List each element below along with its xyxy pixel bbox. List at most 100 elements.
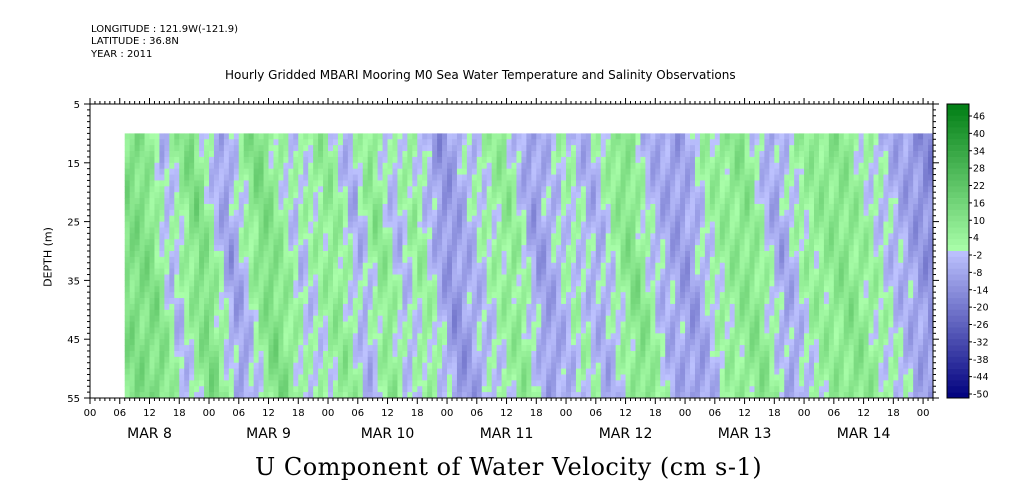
heatmap-cell [144, 239, 150, 246]
heatmap-cell [610, 309, 617, 317]
heatmap-cell [595, 327, 602, 334]
heatmap-cell [412, 362, 418, 369]
heatmap-cell [144, 262, 150, 270]
heatmap-cell [521, 339, 527, 346]
heatmap-cell [228, 303, 235, 311]
heatmap-cell [243, 168, 250, 175]
heatmap-cell [580, 192, 587, 199]
heatmap-cell [491, 339, 498, 346]
heatmap-cell [288, 345, 294, 352]
heatmap-cell [337, 327, 344, 334]
heatmap-cell [402, 139, 408, 146]
heatmap-cell [233, 168, 240, 175]
heatmap-cell [620, 362, 626, 369]
heatmap-cell [258, 227, 264, 234]
heatmap-cell [169, 215, 175, 222]
heatmap-cell [303, 286, 309, 293]
heatmap-cell [347, 262, 354, 270]
heatmap-cell [258, 139, 264, 146]
heatmap-cell [263, 339, 269, 346]
heatmap-cell [204, 203, 210, 211]
heatmap-cell [551, 350, 557, 358]
heatmap-cell [432, 386, 438, 393]
heatmap-cell [655, 239, 661, 246]
heatmap-cell [432, 168, 438, 175]
heatmap-cell [387, 268, 393, 275]
heatmap-cell [144, 215, 150, 222]
heatmap-cell [362, 350, 369, 358]
heatmap-cell [347, 251, 354, 258]
heatmap-cell [650, 256, 656, 264]
heatmap-cell [283, 203, 289, 211]
heatmap-cell [566, 251, 572, 258]
heatmap-cell [124, 239, 131, 246]
heatmap-cell [432, 333, 438, 340]
heatmap-cell [318, 156, 324, 164]
heatmap-cell [412, 251, 418, 258]
heatmap-cell [650, 192, 656, 199]
heatmap-cell [481, 239, 488, 246]
heatmap-cell [362, 203, 369, 211]
heatmap-cell [461, 139, 468, 146]
heatmap-cell [308, 368, 314, 375]
heatmap-cell [293, 221, 299, 228]
heatmap-cell [204, 245, 210, 252]
heatmap-cell [382, 256, 388, 264]
heatmap-cell [486, 339, 493, 346]
heatmap-cell [357, 156, 364, 164]
heatmap-cell [600, 298, 607, 305]
heatmap-cell [481, 345, 488, 352]
heatmap-cell [278, 180, 284, 187]
heatmap-cell [481, 362, 488, 369]
heatmap-cell [318, 286, 324, 293]
heatmap-cell [615, 180, 621, 187]
heatmap-cell [412, 221, 418, 228]
heatmap-cell [124, 145, 131, 152]
heatmap-cell [531, 350, 537, 358]
heatmap-cell [213, 286, 220, 293]
heatmap-cell [273, 392, 279, 399]
heatmap-cell [456, 262, 463, 270]
heatmap-cell [263, 198, 269, 205]
heatmap-cell [635, 227, 641, 234]
heatmap-cell [189, 350, 195, 358]
heatmap-cell [432, 156, 438, 164]
heatmap-cell [328, 245, 334, 252]
heatmap-cell [432, 380, 438, 387]
heatmap-cell [129, 386, 136, 393]
heatmap-cell [615, 151, 621, 158]
heatmap-cell [352, 156, 359, 164]
heatmap-cell [580, 239, 587, 246]
heatmap-cell [615, 315, 621, 322]
heatmap-cell [179, 350, 185, 358]
heatmap-cell [471, 368, 478, 375]
heatmap-cell [159, 203, 165, 211]
heatmap-cell [387, 256, 393, 264]
heatmap-cell [491, 274, 498, 281]
heatmap-cell [615, 345, 621, 352]
heatmap-cell [154, 180, 160, 187]
heatmap-cell [461, 262, 468, 270]
heatmap-cell [526, 380, 532, 387]
heatmap-cell [263, 245, 269, 252]
heatmap-cell [397, 221, 403, 228]
heatmap-cell [362, 327, 369, 334]
heatmap-cell [308, 192, 314, 199]
heatmap-cell [610, 333, 617, 340]
heatmap-cell [655, 374, 661, 381]
heatmap-cell [204, 392, 210, 399]
heatmap-cell [407, 268, 413, 275]
heatmap-cell [283, 262, 289, 270]
heatmap-cell [665, 298, 671, 305]
heatmap-cell [521, 209, 527, 217]
heatmap-cell [481, 215, 488, 222]
heatmap-cell [571, 256, 577, 264]
heatmap-cell [670, 298, 676, 305]
heatmap-cell [159, 345, 165, 352]
heatmap-cell [392, 362, 398, 369]
heatmap-cell [556, 168, 562, 175]
heatmap-cell [442, 380, 448, 387]
heatmap-cell [595, 174, 602, 181]
heatmap-cell [273, 180, 279, 187]
heatmap-cell [466, 345, 473, 352]
